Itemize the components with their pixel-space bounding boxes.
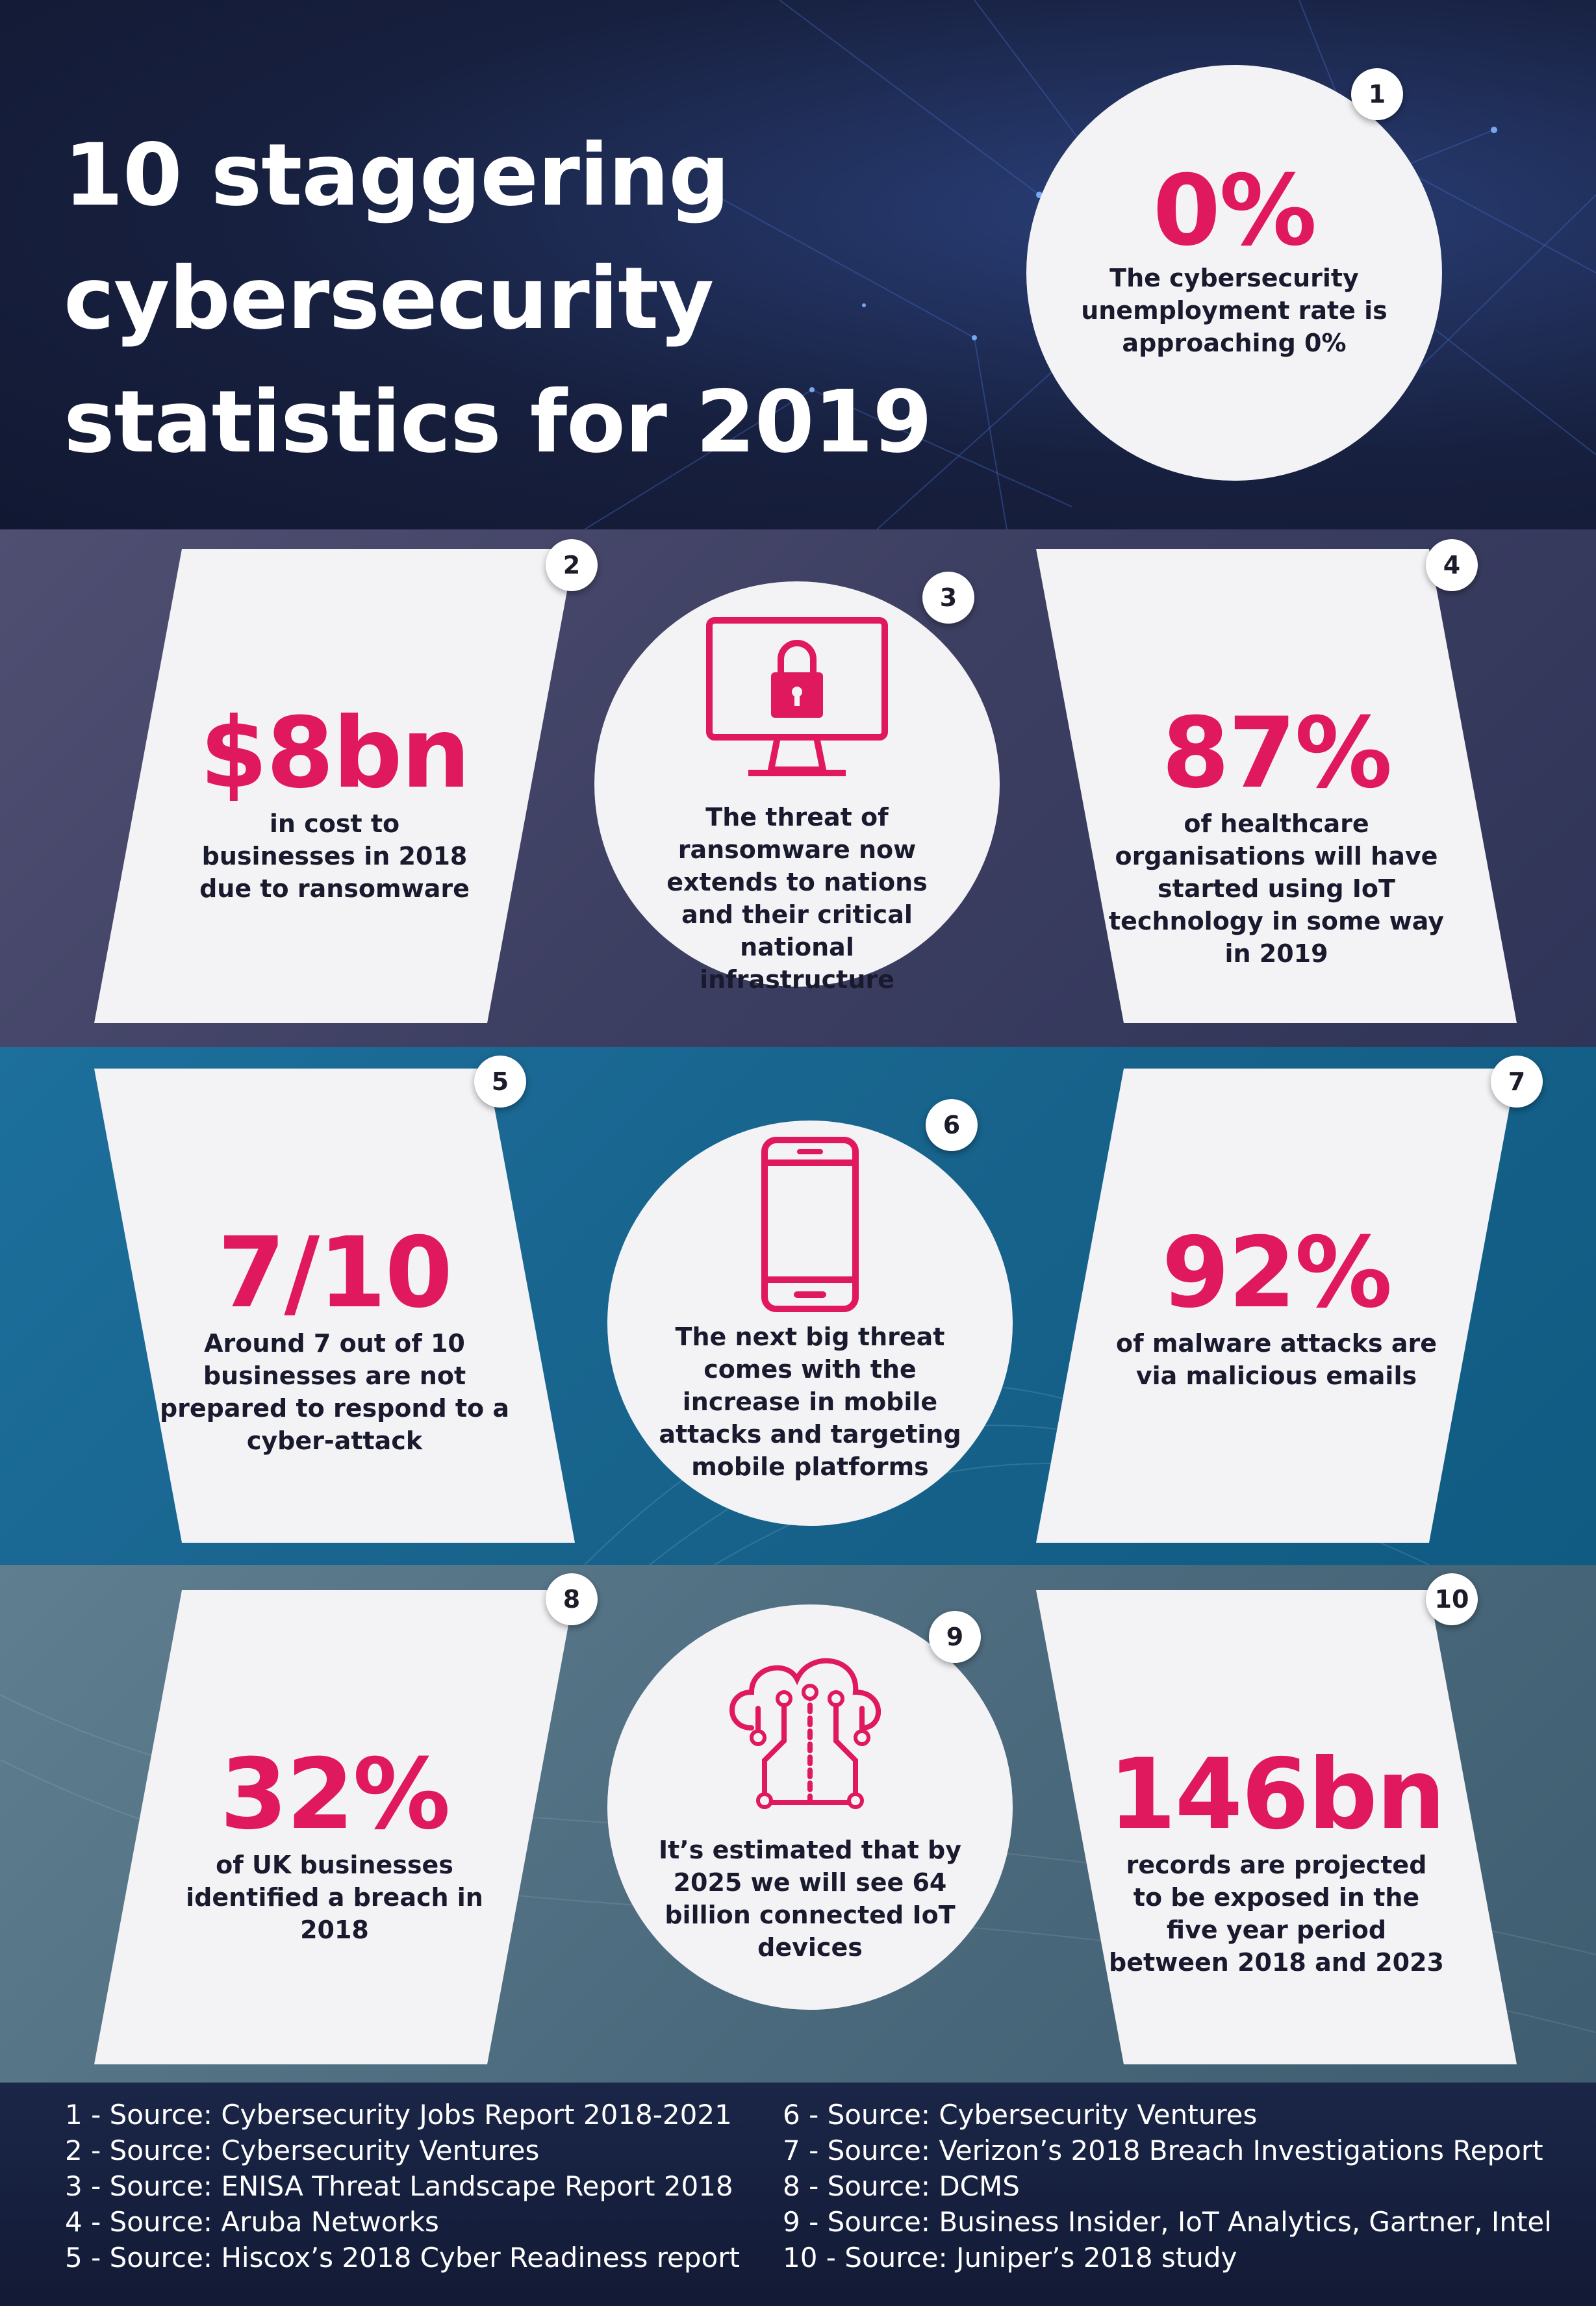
source-item: 7 - Source: Verizon’s 2018 Breach Invest…: [783, 2135, 1543, 2166]
source-item: 5 - Source: Hiscox’s 2018 Cyber Readines…: [65, 2242, 740, 2274]
page-title: 10 staggering cybersecurity statistics f…: [64, 114, 932, 484]
stat-1-value: 0%: [1152, 155, 1317, 268]
stat-10-card-shape: [1036, 1590, 1517, 2064]
stat-7-card: 92% of malware attacks are via malicious…: [1036, 1069, 1517, 1543]
stat-8-value: 32%: [220, 1738, 450, 1851]
stat-6-description: The next big threat comes with the incre…: [659, 1323, 961, 1481]
stat-8-card-shape: [94, 1590, 575, 2064]
stat-9-description: It’s estimated that by 2025 we will see …: [658, 1836, 961, 1962]
smartphone-icon: [761, 1137, 859, 1312]
stat-4-card: 87% of healthcare organisations will hav…: [1036, 549, 1517, 1023]
source-item: 10 - Source: Juniper’s 2018 study: [783, 2242, 1237, 2274]
stat-3-description: The threat of ransomware now extends to …: [666, 803, 928, 994]
stat-3-number-badge: 3: [922, 572, 974, 624]
source-item: 6 - Source: Cybersecurity Ventures: [783, 2099, 1258, 2131]
stat-10-value: 146bn: [1108, 1738, 1445, 1851]
stat-4-description: of healthcare organisations will have st…: [1109, 809, 1444, 968]
monitor-lock-icon: [706, 617, 888, 776]
stat-4-card-shape: [1036, 549, 1517, 1023]
stat-7-value: 92%: [1161, 1217, 1392, 1330]
stat-1-number-badge: 1: [1351, 68, 1403, 120]
stat-4-number-badge: 4: [1426, 539, 1478, 591]
stat-7-description: of malware attacks are via malicious ema…: [1115, 1329, 1438, 1390]
stat-7-card-shape: [1036, 1069, 1517, 1543]
sources-list-left: 1 - Source: Cybersecurity Jobs Report 20…: [65, 2097, 740, 2275]
title-line-1: 10 staggering: [64, 125, 730, 225]
stat-9-circle: It’s estimated that by 2025 we will see …: [607, 1604, 1013, 2010]
stat-2-description: in cost to businesses in 2018 due to ran…: [199, 809, 470, 903]
stat-2-card: $8bn in cost to businesses in 2018 due t…: [94, 549, 575, 1023]
stat-7-number-badge: 7: [1491, 1056, 1543, 1108]
stat-4-value: 87%: [1161, 697, 1392, 810]
stat-5-value: 7/10: [218, 1217, 453, 1330]
source-item: 8 - Source: DCMS: [783, 2170, 1020, 2202]
stat-8-card: 32% of UK businesses identified a breach…: [94, 1590, 575, 2064]
stat-2-card-shape: [94, 549, 575, 1023]
stat-10-number-badge: 10: [1426, 1573, 1478, 1625]
sources-list-right: 6 - Source: Cybersecurity Ventures 7 - S…: [783, 2097, 1552, 2275]
footer-background: [0, 2083, 1596, 2306]
stat-5-card: 7/10 Around 7 out of 10 businesses are n…: [94, 1069, 575, 1543]
stat-6-number-badge: 6: [926, 1099, 978, 1151]
stat-2-value: $8bn: [199, 697, 471, 810]
stat-3-circle: The threat of ransomware now extends to …: [594, 581, 1000, 994]
stat-10-card: 146bn records are projected to be expose…: [1036, 1590, 1517, 2064]
stat-5-card-shape: [94, 1069, 575, 1543]
source-item: 1 - Source: Cybersecurity Jobs Report 20…: [65, 2099, 732, 2131]
stat-10-description: records are projected to be exposed in t…: [1109, 1851, 1444, 1977]
stat-5-number-badge: 5: [474, 1056, 526, 1108]
stat-8-number-badge: 8: [546, 1573, 598, 1625]
title-line-2: cybersecurity: [64, 249, 714, 349]
source-item: 9 - Source: Business Insider, IoT Analyt…: [783, 2206, 1552, 2238]
title-line-3: statistics for 2019: [64, 372, 932, 472]
stat-1-description: The cybersecurity unemployment rate is a…: [1081, 264, 1387, 357]
source-item: 2 - Source: Cybersecurity Ventures: [65, 2135, 540, 2166]
stat-1-circle: 0% The cybersecurity unemployment rate i…: [1026, 65, 1442, 481]
stat-8-description: of UK businesses identified a breach in …: [186, 1851, 483, 1944]
stat-5-description: Around 7 out of 10 businesses are not pr…: [159, 1329, 510, 1455]
cloud-network-icon: [729, 1658, 881, 1809]
source-item: 4 - Source: Aruba Networks: [65, 2206, 439, 2238]
stat-6-circle: The next big threat comes with the incre…: [607, 1121, 1013, 1526]
source-item: 3 - Source: ENISA Threat Landscape Repor…: [65, 2170, 733, 2202]
stat-2-number-badge: 2: [546, 539, 598, 591]
stat-9-number-badge: 9: [929, 1611, 981, 1663]
